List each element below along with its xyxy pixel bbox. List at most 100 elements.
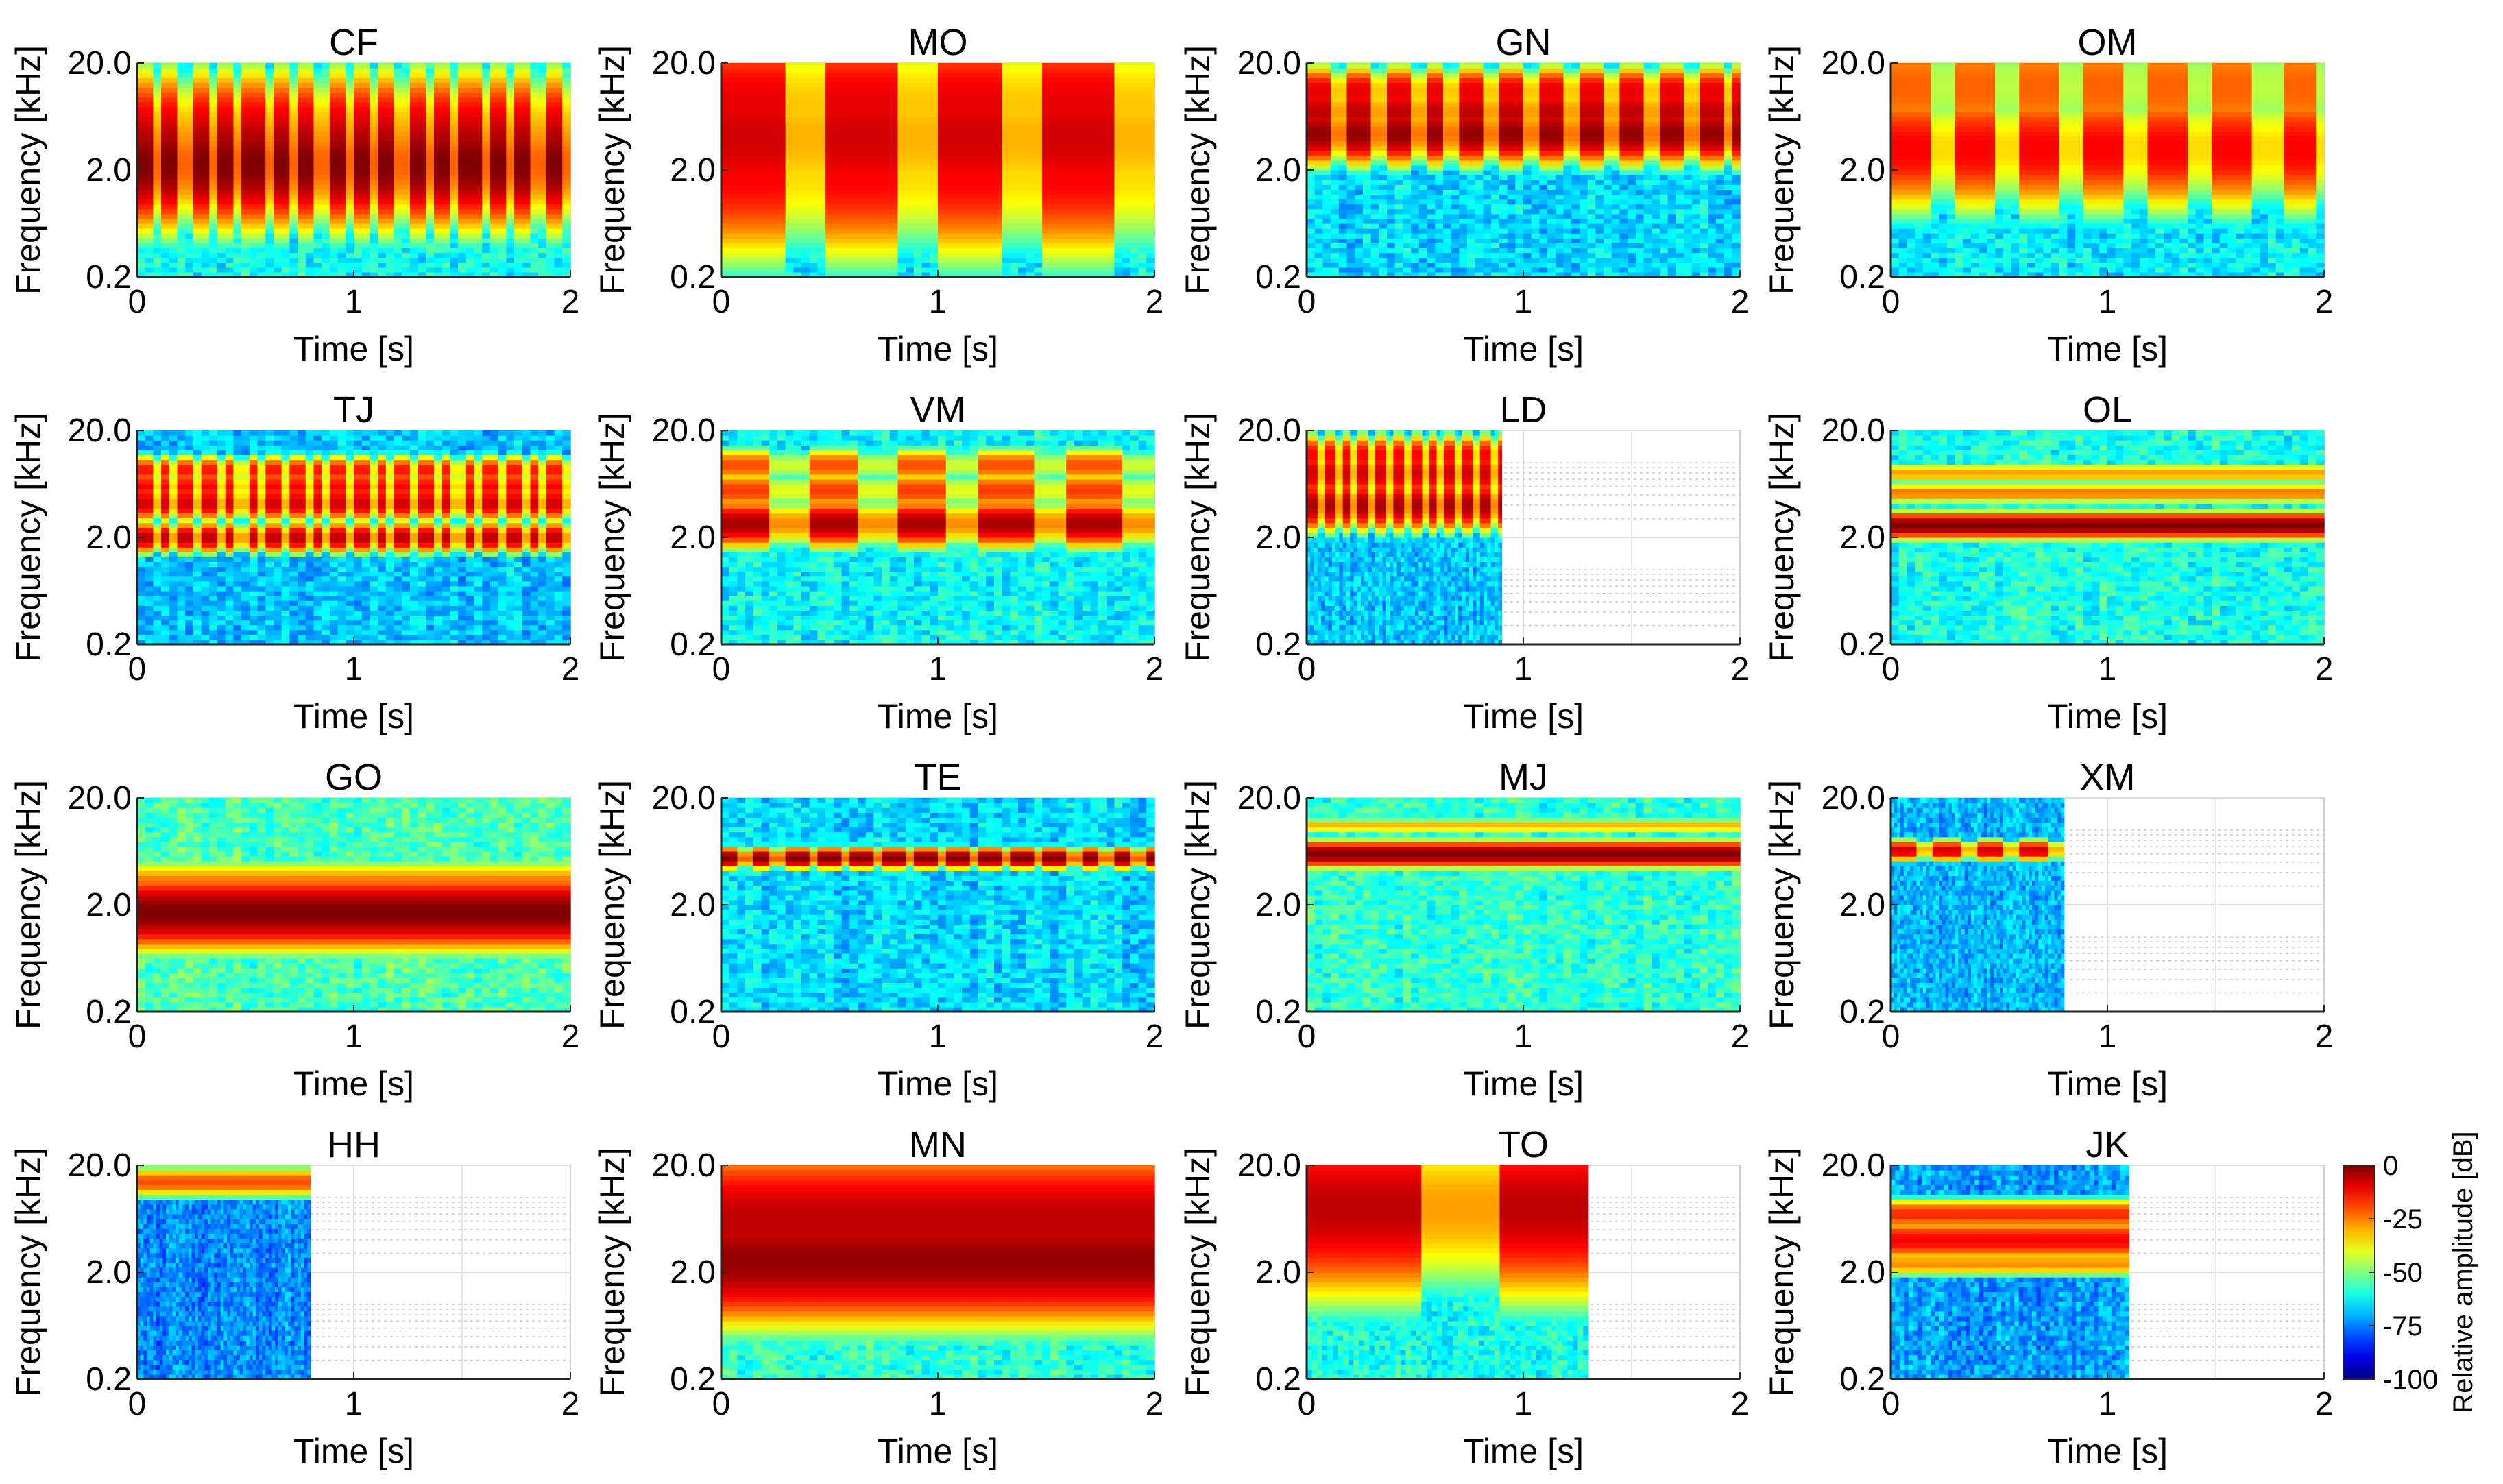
heatmap-cell: [514, 175, 522, 180]
heatmap-cell: [217, 136, 226, 141]
heatmap-cell: [466, 102, 474, 108]
heatmap-cell: [458, 121, 466, 127]
heatmap-cell: [434, 97, 442, 103]
panel-title: CF: [329, 22, 378, 63]
heatmap-cell: [514, 117, 522, 122]
heatmap-cell: [362, 121, 370, 127]
heatmap-cell: [745, 117, 753, 122]
heatmap-cell: [410, 146, 418, 151]
heatmap-cell: [825, 107, 834, 112]
heatmap-cell: [322, 223, 330, 229]
heatmap-cell: [753, 136, 762, 141]
heatmap-cell: [834, 93, 842, 98]
heatmap-cell: [402, 170, 410, 175]
heatmap-cell: [530, 87, 538, 93]
heatmap-cell: [801, 93, 810, 98]
heatmap-cell: [362, 82, 370, 88]
heatmap-cell: [209, 117, 217, 122]
heatmap-cell: [354, 223, 362, 229]
heatmap-cell: [306, 184, 314, 190]
heatmap-cell: [506, 121, 514, 127]
heatmap-cell: [250, 204, 258, 210]
heatmap-cell: [769, 151, 777, 156]
heatmap-cell: [402, 247, 410, 253]
heatmap-cell: [330, 247, 338, 253]
heatmap-cell: [442, 126, 450, 132]
heatmap-cell: [745, 151, 753, 156]
heatmap-cell: [289, 267, 298, 273]
heatmap-cell: [330, 214, 338, 219]
heatmap-cell: [394, 63, 402, 69]
heatmap-cell: [769, 175, 777, 180]
heatmap-cell: [762, 68, 770, 73]
heatmap-cell: [217, 204, 226, 210]
heatmap-cell: [322, 228, 330, 234]
heatmap-cell: [161, 112, 169, 117]
heatmap-cell: [298, 228, 306, 234]
heatmap-cell: [362, 131, 370, 136]
heatmap-cell: [729, 121, 738, 127]
heatmap-cell: [178, 151, 186, 156]
heatmap-cell: [282, 233, 290, 239]
heatmap-cell: [161, 63, 169, 69]
heatmap-cell: [346, 247, 354, 253]
heatmap-cell: [202, 112, 210, 117]
heatmap-cell: [394, 102, 402, 108]
heatmap-cell: [153, 204, 161, 210]
heatmap-cell: [514, 204, 522, 210]
heatmap-cell: [209, 253, 217, 258]
heatmap-cell: [322, 77, 330, 83]
heatmap-cell: [418, 238, 426, 243]
heatmap-cell: [450, 219, 458, 224]
heatmap-cell: [762, 228, 770, 234]
heatmap-cell: [474, 160, 483, 166]
heatmap-cell: [217, 151, 226, 156]
heatmap-cell: [506, 263, 514, 268]
heatmap-cell: [226, 267, 234, 273]
heatmap-cell: [538, 214, 546, 219]
heatmap-cell: [506, 189, 514, 195]
heatmap-cell: [226, 184, 234, 190]
heatmap-cell: [522, 68, 531, 73]
heatmap-cell: [834, 233, 842, 239]
heatmap-cell: [354, 112, 362, 117]
heatmap-cell: [386, 219, 394, 224]
heatmap-cell: [209, 156, 217, 161]
heatmap-cell: [434, 189, 442, 195]
heatmap-cell: [313, 238, 322, 243]
heatmap-cell: [274, 219, 282, 224]
heatmap-cell: [274, 63, 282, 69]
heatmap-cell: [178, 131, 186, 136]
heatmap-cell: [546, 121, 555, 127]
heatmap-cell: [354, 209, 362, 215]
heatmap-cell: [458, 253, 466, 258]
heatmap-cell: [842, 243, 850, 248]
heatmap-cell: [769, 73, 777, 78]
heatmap-cell: [810, 151, 818, 156]
heatmap-cell: [202, 141, 210, 146]
heatmap-cell: [538, 228, 546, 234]
heatmap-cell: [386, 97, 394, 103]
heatmap-cell: [745, 136, 753, 141]
heatmap-cell: [202, 121, 210, 127]
heatmap-cell: [322, 87, 330, 93]
heatmap-cell: [842, 223, 850, 229]
heatmap-cell: [777, 68, 786, 73]
heatmap-cell: [538, 121, 546, 127]
heatmap-cell: [466, 136, 474, 141]
heatmap-cell: [306, 97, 314, 103]
heatmap-cell: [226, 247, 234, 253]
heatmap-cell: [514, 228, 522, 234]
heatmap-cell: [258, 63, 266, 69]
heatmap-cell: [265, 87, 274, 93]
heatmap-cell: [474, 121, 483, 127]
heatmap-cell: [185, 126, 193, 132]
heatmap-cell: [322, 107, 330, 112]
heatmap-cell: [346, 180, 354, 185]
heatmap-cell: [745, 73, 753, 78]
heatmap-cell: [538, 136, 546, 141]
heatmap-cell: [394, 189, 402, 195]
heatmap-cell: [346, 267, 354, 273]
heatmap-cell: [786, 263, 794, 268]
heatmap-cell: [834, 160, 842, 166]
